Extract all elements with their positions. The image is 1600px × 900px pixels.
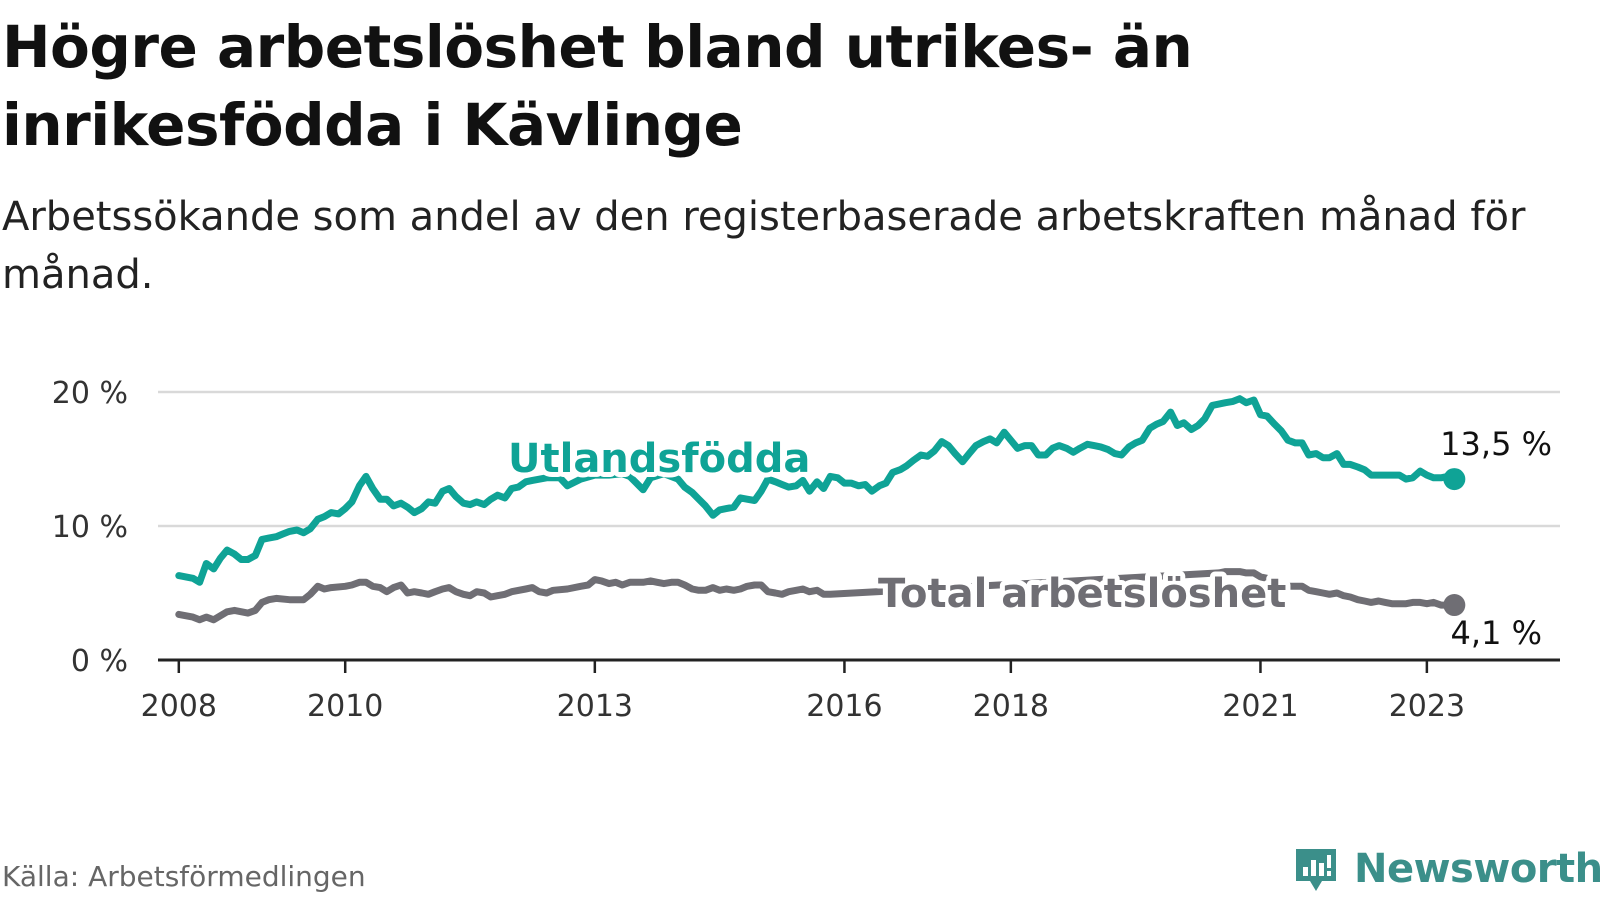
x-tick-label: 2008 <box>141 689 217 724</box>
newsworthy-logo-icon <box>1296 849 1336 891</box>
brand: Newsworthy <box>1292 843 1600 895</box>
x-tick-label: 2010 <box>307 689 383 724</box>
brand-name: Newsworthy <box>1354 846 1600 892</box>
axes: 0 % 10 % 20 % 2008 2010 2013 2016 2018 2021 2023 <box>52 376 1560 724</box>
end-label-total: 4,1 % <box>1451 614 1542 652</box>
y-tick-label: 10 % <box>52 510 128 545</box>
end-label-utlandsfodda: 13,5 % <box>1440 425 1552 463</box>
series-label-total: Total arbetslöshet <box>878 571 1286 617</box>
series-line-1 <box>175 568 1458 624</box>
x-tick-label: 2021 <box>1222 689 1298 724</box>
x-tick-label: 2016 <box>806 689 882 724</box>
series-label-utlandsfodda: Utlandsfödda <box>508 436 810 482</box>
x-tick-label: 2023 <box>1389 689 1465 724</box>
y-tick-label: 20 % <box>52 376 128 411</box>
x-tick-label: 2013 <box>557 689 633 724</box>
x-tick-label: 2018 <box>973 689 1049 724</box>
series-end-point-1 <box>1443 594 1466 617</box>
series-labels: Utlandsfödda Total arbetslöshet 13,5 % 4,1 … <box>503 425 1552 652</box>
series-end-point-0 <box>1443 468 1466 491</box>
series-lines <box>175 395 1466 624</box>
y-tick-label: 0 % <box>71 644 128 679</box>
chart-subtitle: Arbetssökande som andel av den registerb… <box>2 194 1526 298</box>
source-note: Källa: Arbetsförmedlingen <box>2 860 366 893</box>
series-line-0 <box>175 395 1458 586</box>
grid-lines <box>158 390 1560 528</box>
chart-title: Högre arbetslöshet bland utrikes- än inr… <box>2 13 1193 159</box>
